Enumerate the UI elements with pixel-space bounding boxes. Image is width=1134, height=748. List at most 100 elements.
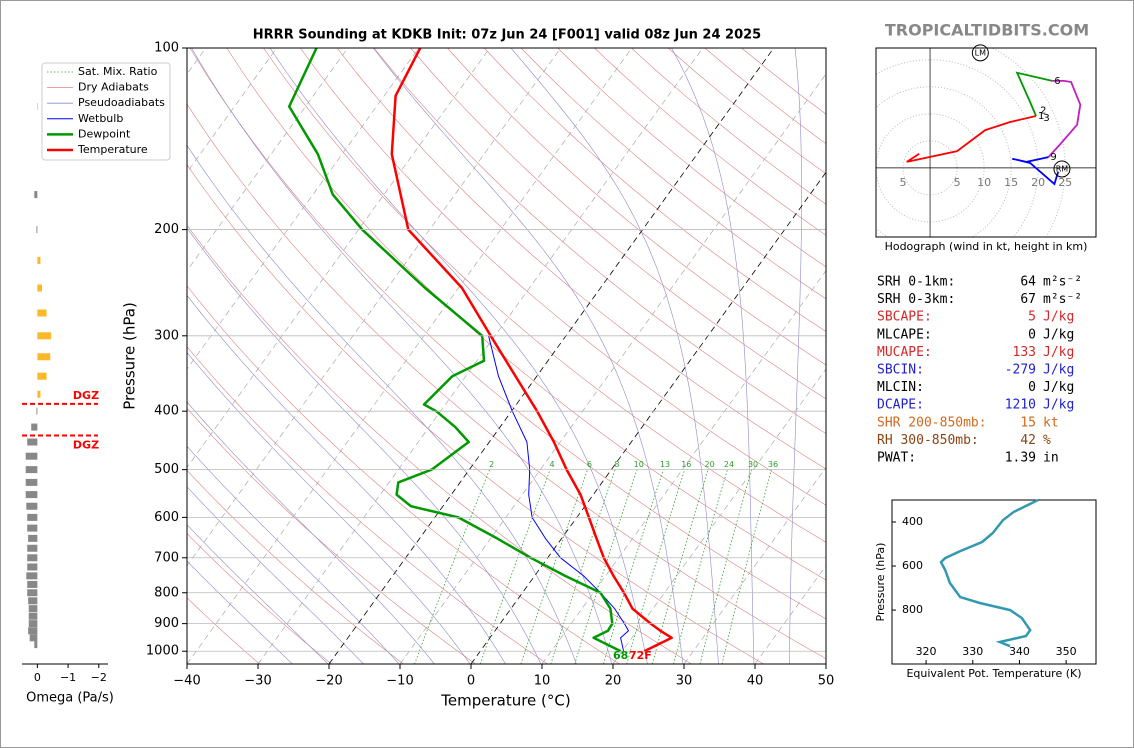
pseudoadiabat xyxy=(789,48,802,664)
dry-adiabat xyxy=(520,48,826,300)
dry-adiabat xyxy=(187,346,548,664)
omega-bar xyxy=(31,423,38,431)
hodo-tick-label: 10 xyxy=(977,176,991,189)
hodo-segment xyxy=(1015,71,1053,117)
dry-adiabat xyxy=(187,164,764,664)
storm-motion-label: RM xyxy=(1056,164,1069,173)
omega-bar xyxy=(28,627,38,635)
omega-bar xyxy=(37,390,41,398)
hodo-tick-label: 5 xyxy=(900,176,907,189)
legend-label: Temperature xyxy=(77,143,148,156)
pseudoadiabat xyxy=(187,401,435,664)
omega-bar xyxy=(28,620,38,628)
omega-bar xyxy=(37,309,47,317)
isotherm xyxy=(187,48,562,567)
isotherm xyxy=(187,48,349,272)
profile-temperature xyxy=(390,48,673,653)
x-tick-label: 10 xyxy=(534,674,551,689)
omega-bar xyxy=(27,589,38,597)
stat-label: PWAT: xyxy=(877,451,916,466)
mixing-ratio-label: 24 xyxy=(724,460,734,469)
isotherm xyxy=(328,48,775,664)
stat-value: 67 xyxy=(1020,292,1036,307)
stat-value: 15 xyxy=(1020,415,1036,430)
brand: TROPICALTIDBITS.COM xyxy=(885,21,1089,40)
x-tick-label: −20 xyxy=(315,674,342,689)
height-label: 1 xyxy=(1038,111,1044,122)
mixing-ratio-label: 13 xyxy=(660,460,670,469)
dry-adiabat xyxy=(187,533,332,664)
omega-bar xyxy=(27,524,38,532)
x-axis-label: Temperature (°C) xyxy=(440,692,570,710)
isotherm xyxy=(257,48,704,664)
dry-adiabat xyxy=(187,224,692,664)
stat-label: RH 300-850mb: xyxy=(877,433,979,448)
omega-label: Omega (Pa/s) xyxy=(26,691,114,706)
thetae-profile xyxy=(939,498,1039,648)
omega-bar xyxy=(27,438,38,446)
omega-bar xyxy=(28,612,38,620)
dry-adiabat xyxy=(187,407,476,664)
dry-adiabat xyxy=(187,469,404,664)
omega-bar xyxy=(29,634,38,642)
legend-label: Pseudoadiabats xyxy=(78,96,165,109)
chart-title: HRRR Sounding at KDKB Init: 07z Jun 24 [… xyxy=(253,28,761,43)
hodograph-caption: Hodograph (wind in kt, height in km) xyxy=(885,240,1088,253)
x-tick-label: 330 xyxy=(962,645,983,658)
x-tick-label: 30 xyxy=(676,674,693,689)
x-tick-label: 340 xyxy=(1009,645,1030,658)
stat-value: 64 xyxy=(1020,275,1036,290)
omega-bar xyxy=(28,534,38,542)
mixing-ratio-label: 10 xyxy=(634,460,644,469)
omega-bar xyxy=(34,641,38,649)
pseudoadiabat xyxy=(187,227,542,664)
hodograph-area xyxy=(876,48,1096,237)
stat-label: SBCAPE: xyxy=(877,310,932,325)
mixing-ratio-label: 2 xyxy=(489,460,494,469)
storm-motion-marker xyxy=(971,44,989,62)
stat-value: 0 xyxy=(1028,327,1036,342)
y-tick-label: 400 xyxy=(154,404,179,419)
x-tick-label: 0 xyxy=(467,674,475,689)
x-tick-label: 40 xyxy=(747,674,764,689)
omega-bar xyxy=(37,372,47,380)
omega-bar xyxy=(37,284,42,292)
mixing-ratio-line xyxy=(626,469,685,664)
stat-label: MLCIN: xyxy=(877,380,924,395)
omega-bar xyxy=(37,332,52,340)
hodo-tick-label: 15 xyxy=(1004,176,1018,189)
omega-bar xyxy=(27,554,38,562)
dry-adiabat xyxy=(373,48,826,434)
stat-unit: m²s⁻² xyxy=(1043,292,1082,307)
stat-unit: % xyxy=(1043,433,1051,448)
x-tick-label: 20 xyxy=(605,674,622,689)
omega-bar xyxy=(25,478,38,486)
omega-bar xyxy=(26,572,38,580)
isotherm xyxy=(399,73,826,664)
mixing-ratio-label: 6 xyxy=(587,460,592,469)
stat-label: SRH 0-1km: xyxy=(877,275,955,290)
hodo-frame xyxy=(875,47,1097,238)
dry-adiabat xyxy=(483,48,826,332)
omega-bar xyxy=(36,407,38,415)
mixing-ratio-line xyxy=(520,469,588,664)
y-tick-label: 200 xyxy=(154,222,179,237)
omega-bar xyxy=(27,580,38,588)
omega-bar xyxy=(25,491,38,499)
y-tick-label: 1000 xyxy=(146,644,179,659)
mixing-ratio-line xyxy=(699,469,752,664)
omega-bar xyxy=(25,452,38,460)
pseudoadiabat xyxy=(191,48,613,664)
stat-value: 0 xyxy=(1028,380,1036,395)
stat-label: SBCIN: xyxy=(877,363,924,378)
thetae-y-label: Pressure (hPa) xyxy=(874,543,887,622)
pseudoadiabat xyxy=(187,294,506,664)
hodo-segment xyxy=(906,115,1037,163)
isotherm xyxy=(187,48,633,664)
omega-bar xyxy=(37,256,41,264)
stat-value: 133 xyxy=(1013,345,1036,360)
omega-bar xyxy=(27,544,38,552)
stat-unit: J/kg xyxy=(1043,327,1074,342)
hodo-segment xyxy=(1047,80,1082,158)
